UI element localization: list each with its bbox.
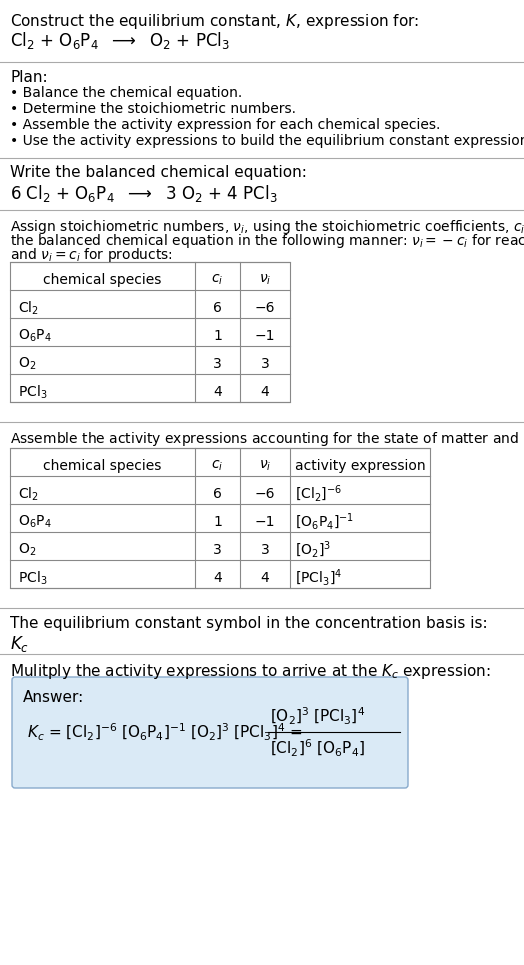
Text: O$_2$: O$_2$ (18, 356, 36, 372)
Text: $c_i$: $c_i$ (211, 273, 224, 288)
Text: [Cl$_2$]$^{-6}$: [Cl$_2$]$^{-6}$ (295, 483, 342, 504)
Text: Construct the equilibrium constant, $K$, expression for:: Construct the equilibrium constant, $K$,… (10, 12, 419, 31)
Text: [PCl$_3$]$^4$: [PCl$_3$]$^4$ (295, 567, 342, 589)
Text: $c_i$: $c_i$ (211, 458, 224, 473)
Bar (10, 262, 290, 402)
Text: [O$_6$P$_4$]$^{-1}$: [O$_6$P$_4$]$^{-1}$ (295, 511, 354, 533)
Text: $\nu_i$: $\nu_i$ (259, 458, 271, 473)
Text: • Balance the chemical equation.: • Balance the chemical equation. (10, 86, 242, 100)
Text: Assemble the activity expressions accounting for the state of matter and $\nu_i$: Assemble the activity expressions accoun… (10, 430, 524, 448)
Text: Mulitply the activity expressions to arrive at the $K_c$ expression:: Mulitply the activity expressions to arr… (10, 662, 490, 681)
Text: [Cl$_2$]$^6$ [O$_6$P$_4$]: [Cl$_2$]$^6$ [O$_6$P$_4$] (270, 737, 365, 758)
Text: $\nu_i$: $\nu_i$ (259, 273, 271, 288)
Bar (10, 448, 430, 588)
Text: The equilibrium constant symbol in the concentration basis is:: The equilibrium constant symbol in the c… (10, 616, 488, 631)
Text: $K_c$ = [Cl$_2$]$^{-6}$ [O$_6$P$_4$]$^{-1}$ [O$_2$]$^3$ [PCl$_3$]$^4$ =: $K_c$ = [Cl$_2$]$^{-6}$ [O$_6$P$_4$]$^{-… (27, 722, 304, 742)
Text: 1: 1 (213, 515, 222, 529)
Text: $K_c$: $K_c$ (10, 634, 29, 654)
Text: 4: 4 (213, 385, 222, 399)
Text: −1: −1 (255, 515, 275, 529)
Text: 4: 4 (260, 385, 269, 399)
FancyBboxPatch shape (12, 677, 408, 788)
Text: • Use the activity expressions to build the equilibrium constant expression.: • Use the activity expressions to build … (10, 134, 524, 148)
Text: PCl$_3$: PCl$_3$ (18, 383, 48, 400)
Text: chemical species: chemical species (43, 459, 162, 473)
Text: • Determine the stoichiometric numbers.: • Determine the stoichiometric numbers. (10, 102, 296, 116)
Text: Cl$_2$: Cl$_2$ (18, 299, 39, 317)
Text: Plan:: Plan: (10, 70, 48, 85)
Text: the balanced chemical equation in the following manner: $\nu_i = -c_i$ for react: the balanced chemical equation in the fo… (10, 232, 524, 250)
Text: Cl$_2$: Cl$_2$ (18, 485, 39, 503)
Text: 6: 6 (213, 487, 222, 501)
Text: 3: 3 (260, 357, 269, 371)
Text: 6 Cl$_2$ + O$_6$P$_4$  $\longrightarrow$  3 O$_2$ + 4 PCl$_3$: 6 Cl$_2$ + O$_6$P$_4$ $\longrightarrow$ … (10, 183, 278, 204)
Text: • Assemble the activity expression for each chemical species.: • Assemble the activity expression for e… (10, 118, 440, 132)
Text: O$_6$P$_4$: O$_6$P$_4$ (18, 513, 52, 530)
Text: 3: 3 (213, 357, 222, 371)
Text: [O$_2$]$^3$: [O$_2$]$^3$ (295, 539, 331, 561)
Text: −6: −6 (255, 301, 275, 315)
Text: PCl$_3$: PCl$_3$ (18, 569, 48, 587)
Text: 3: 3 (260, 543, 269, 557)
Text: Assign stoichiometric numbers, $\nu_i$, using the stoichiometric coefficients, $: Assign stoichiometric numbers, $\nu_i$, … (10, 218, 524, 236)
Text: Write the balanced chemical equation:: Write the balanced chemical equation: (10, 165, 307, 180)
Text: 3: 3 (213, 543, 222, 557)
Text: Answer:: Answer: (23, 690, 84, 705)
Text: −6: −6 (255, 487, 275, 501)
Text: [O$_2$]$^3$ [PCl$_3$]$^4$: [O$_2$]$^3$ [PCl$_3$]$^4$ (270, 705, 365, 727)
Text: chemical species: chemical species (43, 273, 162, 287)
Text: Cl$_2$ + O$_6$P$_4$  $\longrightarrow$  O$_2$ + PCl$_3$: Cl$_2$ + O$_6$P$_4$ $\longrightarrow$ O$… (10, 30, 230, 51)
Text: 6: 6 (213, 301, 222, 315)
Text: 1: 1 (213, 329, 222, 343)
Text: O$_6$P$_4$: O$_6$P$_4$ (18, 328, 52, 345)
Text: and $\nu_i = c_i$ for products:: and $\nu_i = c_i$ for products: (10, 246, 173, 264)
Text: 4: 4 (213, 571, 222, 585)
Text: −1: −1 (255, 329, 275, 343)
Text: O$_2$: O$_2$ (18, 541, 36, 558)
Text: activity expression: activity expression (294, 459, 425, 473)
Text: 4: 4 (260, 571, 269, 585)
